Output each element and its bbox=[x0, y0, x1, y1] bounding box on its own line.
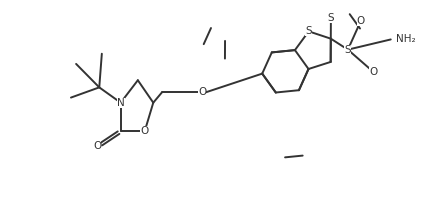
Text: O: O bbox=[198, 87, 206, 98]
Text: O: O bbox=[357, 16, 365, 26]
Text: S: S bbox=[345, 45, 351, 55]
Text: O: O bbox=[93, 140, 101, 151]
Text: N: N bbox=[117, 98, 125, 108]
Text: S: S bbox=[305, 26, 312, 36]
Text: NH₂: NH₂ bbox=[396, 34, 416, 45]
Text: O: O bbox=[369, 67, 378, 77]
Text: S: S bbox=[328, 13, 334, 23]
Text: O: O bbox=[141, 126, 149, 136]
